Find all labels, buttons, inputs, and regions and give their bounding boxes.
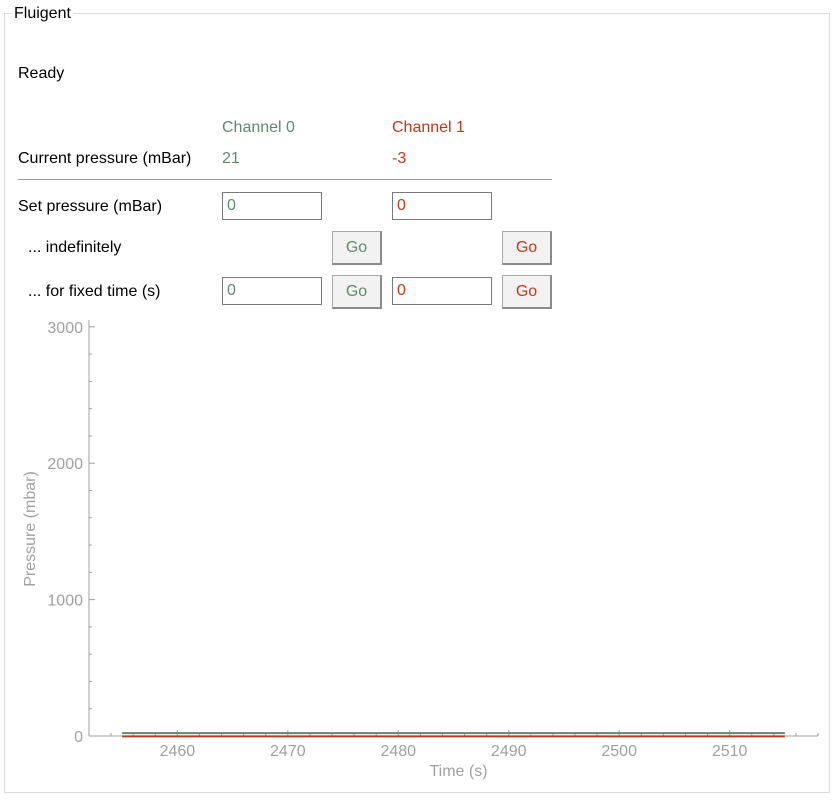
channel-1-set-pressure-input[interactable] xyxy=(392,192,492,220)
channel-1-fixed-time-input[interactable] xyxy=(392,277,492,305)
channel-0-fixed-time-input[interactable] xyxy=(222,277,322,305)
divider xyxy=(18,179,552,180)
set-pressure-label: Set pressure (mBar) xyxy=(18,198,163,215)
channel-1-header: Channel 1 xyxy=(392,119,465,136)
fixed-time-label: ... for fixed time (s) xyxy=(28,283,161,300)
channel-0-set-pressure-input[interactable] xyxy=(222,192,322,220)
channel-1-go-fixed-button[interactable]: Go xyxy=(502,275,552,309)
channel-0-header: Channel 0 xyxy=(222,119,295,136)
status-text: Ready xyxy=(18,65,65,82)
current-pressure-label: Current pressure (mBar) xyxy=(18,150,192,167)
channel-0-go-fixed-button[interactable]: Go xyxy=(332,275,382,309)
indefinitely-label: ... indefinitely xyxy=(28,239,122,256)
fluigent-panel xyxy=(4,13,830,793)
channel-0-current-pressure: 21 xyxy=(222,150,240,167)
channel-0-go-indefinitely-button[interactable]: Go xyxy=(332,231,382,265)
channel-1-current-pressure: -3 xyxy=(392,150,407,167)
channel-1-go-indefinitely-button[interactable]: Go xyxy=(502,231,552,265)
panel-title: Fluigent xyxy=(12,5,73,23)
